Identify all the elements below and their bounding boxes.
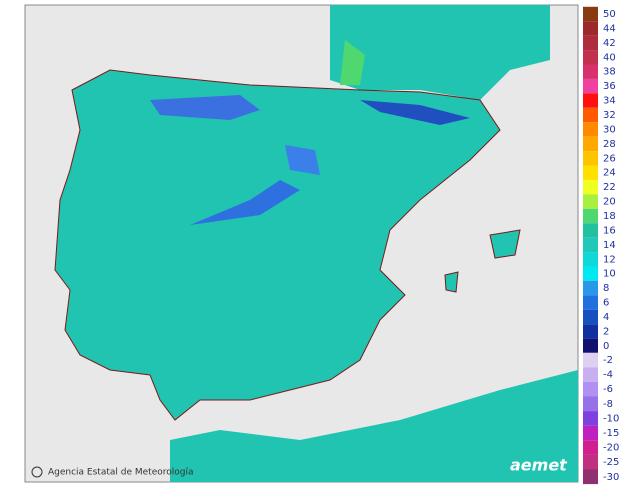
legend-swatch	[583, 295, 598, 310]
credit-icon	[31, 466, 43, 478]
legend-label: 2	[603, 326, 609, 337]
legend-swatch	[583, 122, 598, 137]
legend-swatch	[583, 324, 598, 339]
legend-swatch	[583, 425, 598, 441]
legend-swatch	[583, 381, 598, 397]
legend-swatch	[583, 352, 598, 368]
legend-label: 18	[603, 211, 616, 222]
iberian-highs	[285, 145, 320, 175]
legend-swatch	[583, 151, 598, 166]
legend-swatch	[583, 367, 598, 382]
france-lowland	[340, 40, 365, 85]
legend-label: 8	[603, 283, 609, 294]
legend-label: 6	[603, 298, 609, 309]
legend-swatch	[583, 280, 598, 296]
legend-label: 42	[603, 38, 616, 49]
legend-label: 40	[603, 52, 616, 63]
legend-swatch	[583, 440, 598, 455]
legend: 5044424038363432302826242220181614121086…	[583, 6, 619, 485]
legend-swatch	[583, 64, 598, 79]
legend-swatch	[583, 338, 598, 354]
legend-label: 38	[603, 67, 616, 78]
legend-swatch	[583, 223, 598, 238]
legend-swatch	[583, 35, 598, 51]
logo: aemet	[510, 456, 568, 475]
legend-swatch	[583, 6, 598, 22]
legend-label: 12	[603, 254, 616, 265]
legend-label: -2	[603, 355, 613, 366]
legend-swatch	[583, 396, 598, 412]
pyrenees-highs	[360, 100, 470, 125]
legend-label: -6	[603, 384, 613, 395]
legend-swatch	[583, 469, 598, 485]
legend-label: 20	[603, 197, 616, 208]
legend-label: 36	[603, 81, 616, 92]
legend-swatch	[583, 21, 598, 36]
legend-label: 4	[603, 312, 609, 323]
legend-label: -10	[603, 413, 619, 424]
legend-swatch	[583, 411, 598, 426]
legend-swatch	[583, 252, 598, 267]
legend-label: 28	[603, 139, 616, 150]
legend-label: -8	[603, 399, 613, 410]
ibiza	[444, 271, 459, 293]
legend-swatch	[583, 136, 598, 152]
legend-label: 50	[603, 9, 616, 20]
legend-label: 30	[603, 124, 616, 135]
legend-label: 0	[603, 341, 609, 352]
legend-label: 14	[603, 240, 616, 251]
legend-label: 32	[603, 110, 616, 121]
credit: Agencia Estatal de Meteorología	[48, 468, 194, 478]
legend-swatch	[583, 179, 598, 195]
legend-swatch	[583, 93, 598, 108]
legend-swatch	[583, 454, 598, 470]
legend-label: -20	[603, 443, 619, 454]
legend-label: 26	[603, 153, 616, 164]
iberia	[54, 69, 501, 421]
legend-label: 44	[603, 23, 616, 34]
legend-swatch	[583, 266, 598, 281]
legend-label: 10	[603, 269, 616, 280]
africa	[170, 370, 578, 482]
mallorca	[489, 229, 521, 259]
legend-label: -4	[603, 370, 613, 381]
legend-label: -25	[603, 457, 619, 468]
legend-label: 16	[603, 225, 616, 236]
legend-swatch	[583, 194, 598, 209]
legend-label: 24	[603, 168, 616, 179]
legend-label: -30	[603, 472, 619, 483]
legend-swatch	[583, 237, 598, 253]
cantabrian-highs	[150, 95, 260, 120]
legend-swatch	[583, 78, 598, 94]
legend-swatch	[583, 107, 598, 123]
legend-label: 22	[603, 182, 616, 193]
legend-swatch	[583, 50, 598, 65]
france	[330, 5, 550, 100]
legend-swatch	[583, 165, 598, 180]
legend-swatch	[583, 309, 598, 325]
legend-label: 34	[603, 96, 616, 107]
central-highs	[190, 180, 300, 225]
legend-swatch	[583, 208, 598, 224]
legend-label: -15	[603, 428, 619, 439]
